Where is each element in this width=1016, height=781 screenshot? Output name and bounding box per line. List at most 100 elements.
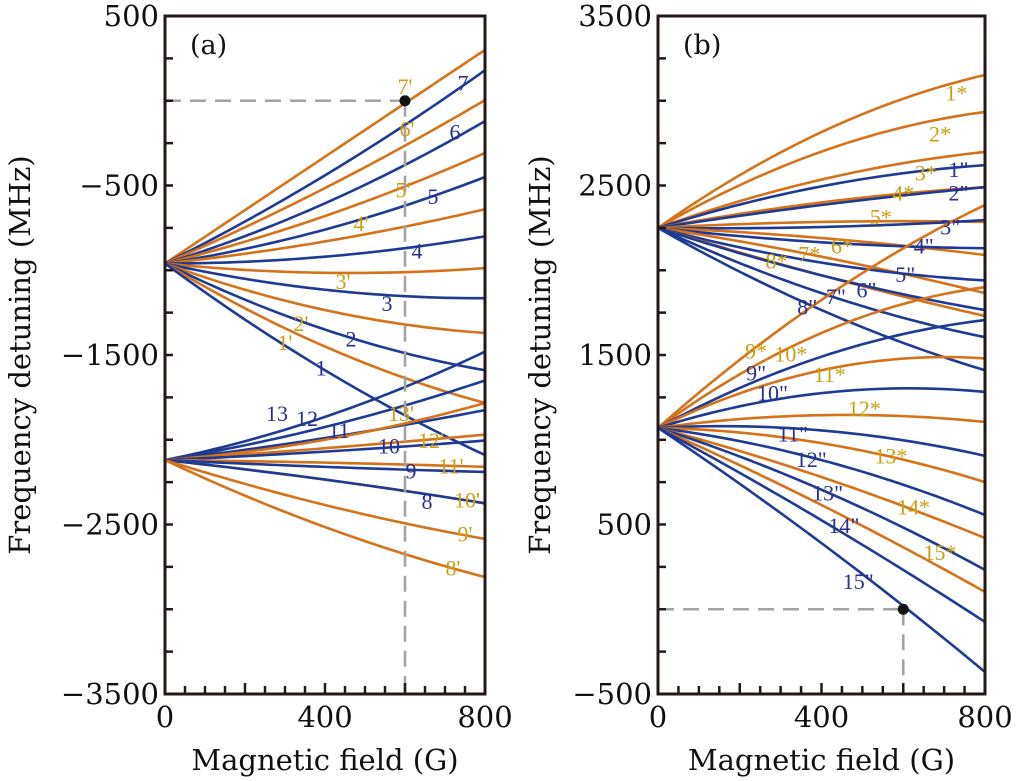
curve-12star xyxy=(657,413,986,430)
curve-label: 10* xyxy=(774,342,807,367)
curve-3 xyxy=(164,262,485,300)
curve-2p xyxy=(164,262,486,335)
y-tick-label: 2500 xyxy=(578,169,652,203)
curve-8pp xyxy=(657,226,986,372)
curve-12pp xyxy=(657,426,986,517)
curve-label: 7" xyxy=(826,284,846,309)
curve-label: 10" xyxy=(757,381,788,406)
curve-12 xyxy=(164,379,486,462)
curve-3pp xyxy=(657,218,986,230)
x-tick-label: 400 xyxy=(297,700,352,734)
curve-label: 12' xyxy=(418,428,444,453)
curve-label: 13" xyxy=(812,481,843,506)
curve-11p xyxy=(164,458,486,469)
y-tick-label: 1500 xyxy=(578,338,652,372)
curve-9p xyxy=(164,458,486,541)
x-axis-title: Magnetic field (G) xyxy=(688,743,955,777)
curve-1p xyxy=(164,262,486,405)
curve-8 xyxy=(164,458,486,505)
curve-label: 4" xyxy=(914,233,934,258)
curve-4star xyxy=(657,185,986,230)
curve-label: 12 xyxy=(296,406,318,431)
curve-label: 4' xyxy=(354,211,369,236)
curve-label: 1* xyxy=(945,81,967,106)
marker-point xyxy=(399,95,411,107)
curve-label: 14* xyxy=(897,494,930,519)
curve-13pp xyxy=(657,426,986,572)
curve-label: 6* xyxy=(831,233,853,258)
curve-label: 8* xyxy=(766,249,788,274)
curve-14star xyxy=(657,426,986,540)
curve-label: 11' xyxy=(438,454,463,479)
curve-label: 5" xyxy=(895,262,915,287)
y-axis-title: Frequency detuning (MHz) xyxy=(3,155,37,554)
curve-6 xyxy=(164,119,486,265)
curve-label: 13' xyxy=(388,401,414,426)
curve-8p xyxy=(164,458,486,579)
curve-label: 1 xyxy=(316,355,327,380)
curve-5p xyxy=(164,151,486,265)
curve-1star xyxy=(657,73,986,229)
curve-10 xyxy=(164,439,486,462)
curve-13 xyxy=(164,350,486,462)
curve-13star xyxy=(657,426,986,484)
curve-3p xyxy=(164,262,486,275)
curve-label: 2" xyxy=(948,181,968,206)
curve-label: 6 xyxy=(450,120,461,145)
curve-1pp xyxy=(657,163,986,230)
y-tick-label: −3500 xyxy=(61,677,159,711)
marker-point xyxy=(897,603,909,615)
panel-b: 1*2*3* 1"4* 2"5* 3"6* 4"7*5"8*6"7"8"9* 10*9" 1… xyxy=(523,0,1013,777)
y-axis-title: Frequency detuning (MHz) xyxy=(523,155,557,554)
curve-label: 5 xyxy=(428,184,439,209)
curve-label: 14" xyxy=(828,513,859,538)
curve-label: 9* xyxy=(745,338,767,363)
curve-label: 4* xyxy=(892,181,914,206)
curve-4 xyxy=(164,235,486,265)
curve-label: 5' xyxy=(396,177,411,202)
curve-9 xyxy=(164,458,486,474)
curve-label: 3 xyxy=(382,291,393,316)
curve-3star xyxy=(657,150,986,230)
y-tick-label: −500 xyxy=(79,169,159,203)
x-axis-title: Magnetic field (G) xyxy=(191,743,458,777)
curve-label: 4 xyxy=(412,238,423,263)
curve-1 xyxy=(164,262,486,457)
curve-10pp xyxy=(657,387,986,430)
curve-7pp xyxy=(657,226,986,339)
curve-label: 7* xyxy=(798,242,820,267)
curve-7star xyxy=(657,226,986,295)
curve-label: 11" xyxy=(778,421,808,446)
curve-label: 1" xyxy=(948,157,968,182)
x-tick-label: 400 xyxy=(794,700,849,734)
curve-label: 12* xyxy=(848,396,881,421)
curve-10star xyxy=(657,285,986,429)
curve-14pp xyxy=(657,426,986,624)
curve-label: 3* xyxy=(915,160,937,185)
panel-label: (b) xyxy=(683,30,721,61)
curve-label: 9" xyxy=(746,360,766,385)
curve-label: 8 xyxy=(422,489,433,514)
curve-11star xyxy=(657,355,986,430)
curve-label: 13 xyxy=(266,401,288,426)
y-tick-label: −2500 xyxy=(61,508,159,542)
curve-6star xyxy=(657,226,986,257)
curve-9star xyxy=(657,203,986,429)
panel-label: (a) xyxy=(190,30,227,61)
y-tick-label: 3500 xyxy=(578,0,652,33)
curve-5pp xyxy=(657,226,986,282)
curve-label: 5* xyxy=(870,204,892,229)
curve-label: 11* xyxy=(814,362,846,387)
curve-label: 1' xyxy=(278,330,293,355)
curve-label: 7' xyxy=(398,74,413,99)
curve-label: 2* xyxy=(929,121,951,146)
y-tick-label: 500 xyxy=(104,0,159,33)
curve-4pp xyxy=(657,226,986,250)
x-tick-label: 800 xyxy=(457,700,512,734)
curve-label: 2' xyxy=(294,311,309,336)
curve-label: 2 xyxy=(346,326,357,351)
curve-5star xyxy=(657,219,986,230)
x-tick-label: 0 xyxy=(156,700,174,734)
curve-label: 6' xyxy=(400,116,415,141)
